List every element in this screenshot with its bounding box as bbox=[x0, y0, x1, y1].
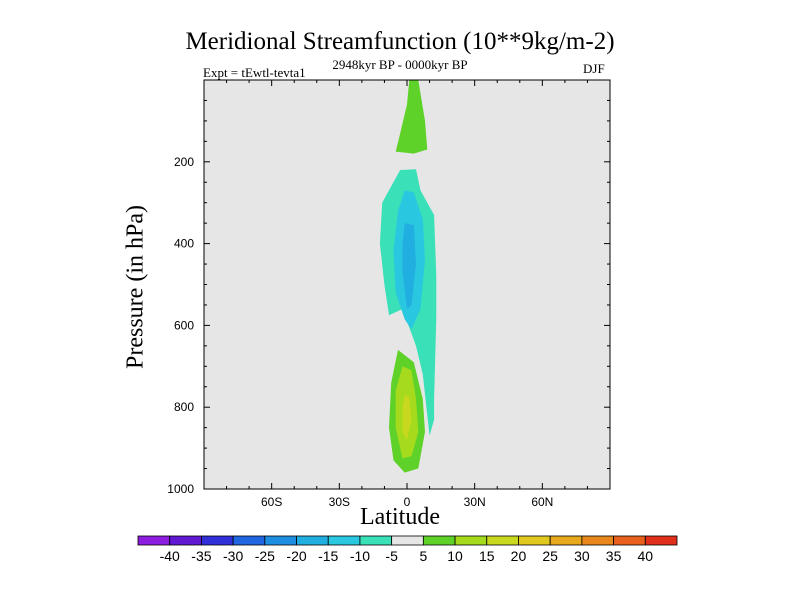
colorbar-label: -15 bbox=[318, 548, 338, 564]
contour-region-lower-positive-core bbox=[402, 394, 412, 440]
colorbar-box bbox=[518, 535, 551, 546]
x-tick-label: 30N bbox=[464, 495, 486, 509]
x-axis-label: Latitude bbox=[360, 504, 440, 530]
colorbar-box bbox=[232, 535, 266, 546]
colorbar-box bbox=[359, 535, 393, 546]
season-label: DJF bbox=[583, 61, 605, 76]
y-tick-label: 800 bbox=[174, 400, 194, 414]
colorbar-box bbox=[327, 535, 361, 546]
y-tick-label: 400 bbox=[174, 237, 194, 251]
colorbar-label: -5 bbox=[385, 548, 398, 564]
colorbar-box bbox=[264, 535, 297, 546]
colorbar-label: 35 bbox=[606, 548, 622, 564]
colorbar-box bbox=[169, 535, 202, 546]
colorbar-box bbox=[549, 535, 583, 546]
y-tick-label: 1000 bbox=[167, 482, 194, 496]
colorbar-box bbox=[391, 535, 424, 546]
contour-region-mid-negative-core bbox=[402, 223, 416, 309]
x-tick-label: 60S bbox=[261, 495, 282, 509]
colorbar-label: -40 bbox=[160, 548, 180, 564]
x-tick-label: 60N bbox=[531, 495, 553, 509]
colorbar-box bbox=[201, 535, 234, 546]
colorbar-label: -35 bbox=[191, 548, 211, 564]
plot-area bbox=[204, 80, 610, 489]
colorbar-label: 10 bbox=[447, 548, 463, 564]
x-tick-label: 30S bbox=[329, 495, 350, 509]
colorbar-box bbox=[613, 535, 646, 546]
colorbar-label: 20 bbox=[511, 548, 527, 564]
colorbar-label: -25 bbox=[255, 548, 275, 564]
colorbar-box bbox=[137, 535, 171, 546]
colorbar-box bbox=[581, 535, 614, 546]
x-tick-label: 0 bbox=[404, 495, 411, 509]
colorbar-label: 40 bbox=[638, 548, 654, 564]
y-tick-label: 200 bbox=[174, 155, 194, 169]
colorbar-box bbox=[422, 535, 456, 546]
colorbar-box bbox=[644, 535, 678, 546]
axes: 200 400 600 800 1000 60S 30S 0 30N 60N bbox=[167, 79, 611, 509]
time-range-label: 2948kyr BP - 0000kyr BP bbox=[332, 57, 468, 72]
colorbar-label: 25 bbox=[542, 548, 558, 564]
colorbar-box bbox=[296, 535, 329, 546]
colorbar-label: 15 bbox=[479, 548, 495, 564]
colorbar-label: 5 bbox=[419, 548, 427, 564]
colorbar-label: 30 bbox=[574, 548, 590, 564]
colorbar-box bbox=[486, 535, 519, 546]
colorbar-box bbox=[454, 535, 488, 546]
y-tick-label: 600 bbox=[174, 318, 194, 332]
chart-title: Meridional Streamfunction (10**9kg/m-2) bbox=[185, 28, 615, 55]
colorbar-label: -10 bbox=[350, 548, 370, 564]
contour-region-upper-positive bbox=[395, 80, 428, 154]
colorbar: -40 -35 -30 -25 -20 -15 -10 -5 5 10 15 20 25 30 35 40 bbox=[137, 535, 678, 564]
experiment-label: Expt = tEwtl-tevta1 bbox=[203, 65, 306, 80]
colorbar-label: -20 bbox=[286, 548, 306, 564]
colorbar-label: -30 bbox=[223, 548, 243, 564]
